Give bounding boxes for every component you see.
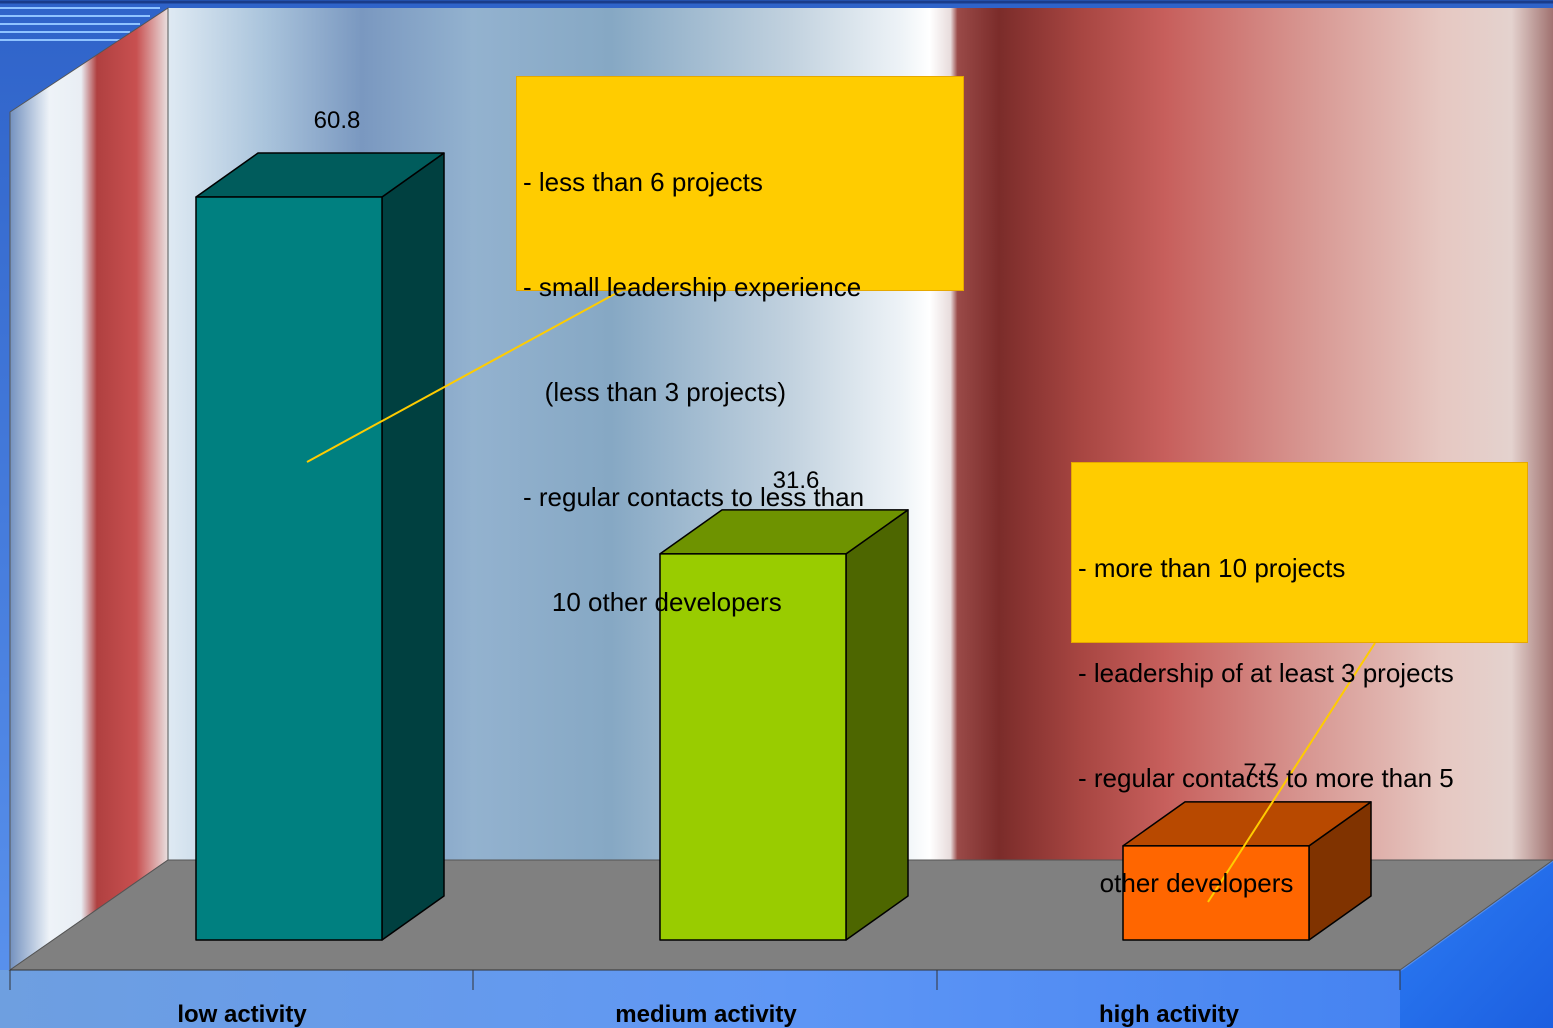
x-axis-ticks [9,970,1401,990]
callout-high-line: - more than 10 projects [1078,553,1346,583]
callout-low-line: - regular contacts to less than [523,482,865,512]
callout-high-line: - leadership of at least 3 projects [1078,658,1454,688]
callout-low-leader [306,289,623,463]
callout-low-line: - small leadership experience [523,272,862,302]
axis-band [0,970,1553,1028]
bar-low-front [195,196,383,941]
value-label-medium: 31.6 [773,467,820,494]
bar-high-front [1122,845,1310,941]
x-tick-label-medium: medium activity [615,1001,797,1028]
bar-low-side [381,152,445,941]
x-tick-label-low: low activity [177,1001,307,1028]
callout-high-line: other developers [1078,868,1294,898]
corner-stripes [0,7,160,41]
callout-low-line: 10 other developers [523,587,782,617]
value-label-high: 7.7 [1243,759,1276,786]
side-wall [9,7,169,971]
callout-high-activity: - more than 10 projects - leadership of … [1071,462,1528,898]
callout-low-line: - less than 6 projects [523,167,763,197]
bar-medium-front [659,553,847,941]
callout-low-line: (less than 3 projects) [523,377,786,407]
x-tick-label-high: high activity [1099,1001,1240,1028]
right-floor-wedge [1400,862,1553,1028]
back-wall [168,8,1553,860]
bars-group [195,152,1372,941]
callout-high-line: - regular contacts to more than 5 [1078,763,1454,793]
value-label-low: 60.8 [314,107,361,134]
callout-high-leader [1207,642,1376,903]
callout-low-activity: - less than 6 projects - small leadershi… [516,76,964,617]
